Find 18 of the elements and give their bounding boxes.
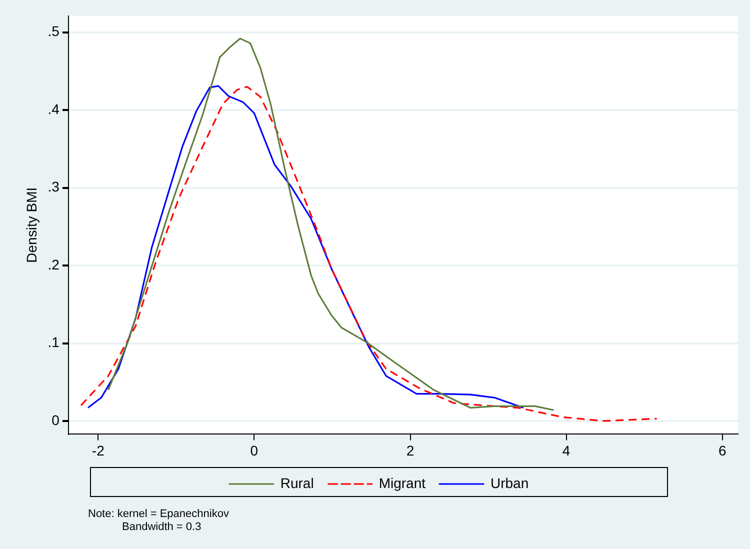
y-tick-label: .3: [48, 178, 60, 195]
y-axis-title: Density BMI: [23, 187, 40, 263]
legend-label: Migrant: [378, 474, 426, 491]
x-tick-label: 6: [718, 442, 726, 458]
x-tick-label: 0: [250, 442, 258, 458]
legend-label: Rural: [280, 474, 314, 491]
legend-label: Urban: [490, 474, 529, 491]
x-tick-label: -2: [92, 442, 105, 458]
text: Bandwidth = 0.3: [121, 521, 202, 534]
x-tick-label: 2: [406, 442, 414, 458]
y-tick-label: .2: [48, 256, 60, 272]
text: Note: kernel = Epanechnikov: [88, 508, 229, 521]
x-tick-label: 4: [562, 442, 570, 458]
y-tick-label: .5: [48, 23, 60, 40]
line-series: [80, 86, 658, 422]
y-tick-label: .4: [48, 100, 60, 117]
y-tick-label: 0: [52, 412, 60, 428]
y-tick-label: .1: [48, 334, 60, 350]
